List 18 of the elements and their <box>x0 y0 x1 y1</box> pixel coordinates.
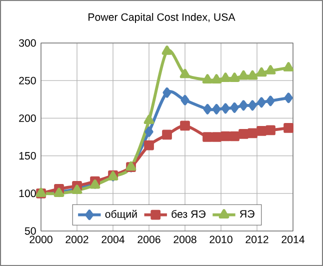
y-tick-label: 200 <box>19 114 36 122</box>
x-tick-label: 2008 <box>174 236 196 244</box>
legend-label: без ЯЭ <box>172 210 206 218</box>
y-tick-label: 150 <box>19 152 36 160</box>
x-tick-label: 2002 <box>66 236 88 244</box>
legend-label: ЯЭ <box>240 210 254 218</box>
y-tick-label: 100 <box>19 190 36 198</box>
x-tick-label: 2000 <box>30 236 52 244</box>
y-tick-label: 250 <box>19 76 36 84</box>
legend-label: общий <box>105 210 137 220</box>
chart-title: Power Capital Cost Index, USA <box>88 13 236 23</box>
x-tick-label: 2006 <box>138 236 160 244</box>
x-tick-label: 2010 <box>210 236 232 244</box>
y-tick-label: 50 <box>24 227 36 235</box>
x-tick-label: 2004 <box>102 236 125 244</box>
x-tick-label: 2014 <box>282 236 305 244</box>
x-tick-label: 2012 <box>246 236 268 244</box>
y-tick-label: 300 <box>18 39 36 47</box>
